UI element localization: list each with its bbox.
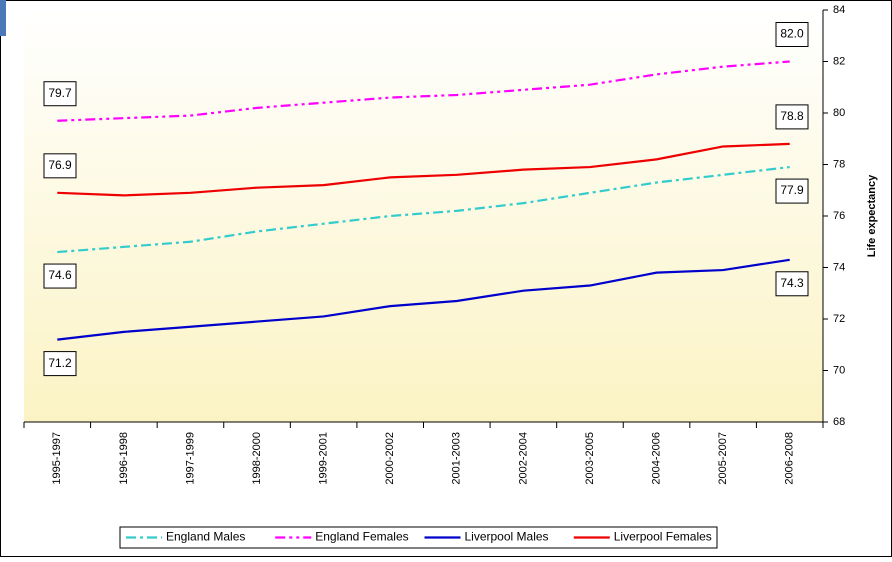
x-tick-label: 2006-2008 [784, 432, 796, 485]
legend-label: Liverpool Females [614, 530, 712, 544]
x-tick-label: 2000-2002 [384, 432, 396, 485]
y-tick-label: 80 [833, 107, 845, 119]
x-tick-label: 2002-2004 [517, 432, 529, 485]
data-label-box [43, 153, 77, 179]
data-label: 78.8 [780, 109, 804, 123]
legend-box [119, 526, 718, 549]
y-tick-label: 82 [833, 55, 845, 67]
x-tick-label: 1997-1999 [184, 432, 196, 485]
y-tick-label: 70 [833, 364, 845, 376]
x-tick-label: 2005-2007 [717, 432, 729, 485]
y-tick-label: 74 [833, 261, 845, 273]
legend-label: Liverpool Males [465, 530, 549, 544]
data-label: 74.3 [780, 276, 804, 290]
data-label-box [775, 178, 809, 204]
edge-strip [0, 0, 6, 36]
x-tick-label: 1999-2001 [318, 432, 330, 485]
series-line [57, 142, 790, 197]
data-label-box [775, 104, 809, 130]
data-label-box [43, 263, 77, 289]
data-label-box [775, 22, 809, 47]
data-label-box [43, 81, 77, 107]
legend-label: England Females [315, 530, 408, 544]
data-label: 82.0 [780, 27, 804, 41]
x-tick-label: 2004-2006 [650, 432, 662, 485]
y-axis-title: Life expectancy [866, 174, 878, 257]
y-tick-label: 68 [833, 416, 845, 428]
data-label: 76.9 [48, 158, 72, 172]
x-tick-label: 2001-2003 [451, 432, 463, 485]
x-tick-label: 1996-1998 [118, 432, 130, 485]
y-tick-label: 72 [833, 313, 845, 325]
series-line [57, 60, 790, 122]
series-line [57, 165, 790, 254]
data-label: 74.6 [48, 268, 72, 282]
series-line [57, 258, 790, 341]
x-tick-label: 1995-1997 [51, 432, 63, 485]
data-label-box [43, 351, 77, 377]
y-tick-label: 84 [833, 4, 845, 16]
data-label: 71.2 [48, 356, 72, 370]
x-tick-label: 1998-2000 [251, 432, 263, 485]
data-label-box [775, 271, 809, 297]
y-tick-label: 78 [833, 158, 845, 170]
legend-label: England Males [166, 530, 245, 544]
data-label: 79.7 [48, 86, 72, 100]
y-tick-label: 76 [833, 210, 845, 222]
plot-area [24, 10, 823, 422]
data-label: 77.9 [780, 183, 804, 197]
x-tick-label: 2003-2005 [584, 432, 596, 485]
